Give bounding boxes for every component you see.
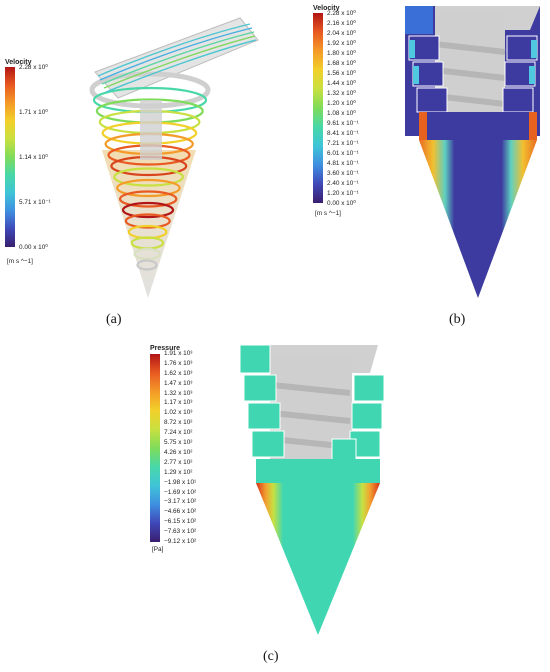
panel-b: Velocity 2.28 x 10⁰ 2.16 x 10⁰ 2.04 x 10⁰ 1… bbox=[275, 0, 550, 335]
colorbar-tick-label: 7.21 x 10⁻¹ bbox=[327, 140, 359, 147]
unit-label-c: [Pa] bbox=[152, 546, 164, 553]
colorbar-tick-label: 0.00 x 10⁰ bbox=[19, 244, 48, 251]
colorbar-c bbox=[150, 354, 160, 542]
cyclone-streamlines bbox=[89, 17, 259, 298]
unit-label-b: [m s ^−1] bbox=[315, 210, 341, 217]
colorbar-tick-label: 1.68 x 10⁰ bbox=[327, 60, 356, 67]
colorbar-tick-label: 1.32 x 10⁰ bbox=[327, 90, 356, 97]
colorbar-tick-label: −1.69 x 10² bbox=[164, 488, 197, 496]
colorbar-tick-label: 4.26 x 10² bbox=[164, 448, 193, 456]
caption-c: (c) bbox=[263, 649, 279, 664]
colorbar-tick-label: 8.41 x 10⁻¹ bbox=[327, 130, 359, 137]
colorbar-tick-label: 2.40 x 10⁻¹ bbox=[327, 180, 359, 187]
streamline-loop bbox=[124, 213, 171, 229]
colorbar-tick-label: −7.63 x 10² bbox=[164, 528, 197, 536]
colorbar-tick-label: 1.62 x 10³ bbox=[164, 369, 193, 377]
colorbar-tick-label: −1.98 x 10¹ bbox=[164, 478, 197, 486]
colorbar-tick-label: 1.29 x 10² bbox=[164, 468, 193, 476]
panel-a: Velocity 2.28 x 10⁰ 1.71 x 10⁰ 1.14 x 10⁰ 5… bbox=[0, 0, 275, 335]
colorbar-tick-label: 7.24 x 10² bbox=[164, 429, 193, 437]
colorbar-tick-label: 1.91 x 10³ bbox=[164, 350, 193, 357]
streamline-loop bbox=[133, 247, 161, 261]
stepped-walls-b bbox=[405, 6, 538, 113]
colorbar-tick-label: 5.71 x 10⁻¹ bbox=[19, 199, 51, 206]
colorbar-tick-label: 2.77 x 10² bbox=[164, 458, 193, 466]
colorbar-tick-label: −6.15 x 10² bbox=[164, 518, 197, 526]
colorbar-tick-label: 0.00 x 10⁰ bbox=[327, 200, 356, 207]
colorbar-tick-label: 1.44 x 10⁰ bbox=[327, 80, 356, 87]
vortex-finder bbox=[140, 100, 162, 160]
legend-title-a: Velocity bbox=[5, 59, 32, 66]
streamline-loop bbox=[113, 167, 185, 187]
caption-b: (b) bbox=[449, 312, 466, 327]
caption-a: (a) bbox=[106, 312, 122, 327]
cone-body bbox=[102, 150, 196, 298]
inlet-streamlines bbox=[97, 23, 257, 93]
colorbar-tick-label: 2.16 x 10⁰ bbox=[327, 20, 356, 27]
colorbar-tick-label: −3.17 x 10² bbox=[164, 498, 197, 506]
colorbar-tick-label: 1.47 x 10³ bbox=[164, 379, 193, 387]
legend-title-c: Pressure bbox=[150, 345, 180, 352]
colorbar-tick-label: 6.01 x 10⁻¹ bbox=[327, 150, 359, 157]
unit-label-a: [m s ^−1] bbox=[7, 258, 33, 265]
colorbar-tick-label: 2.04 x 10⁰ bbox=[327, 30, 356, 37]
colorbar-tick-label: 3.60 x 10⁻¹ bbox=[327, 170, 359, 177]
colorbar-tick-label: 1.76 x 10³ bbox=[164, 359, 193, 367]
colorbar-tick-label: 1.56 x 10⁰ bbox=[327, 70, 356, 77]
colorbar-tick-label: 1.32 x 10³ bbox=[164, 389, 193, 397]
colorbar-tick-label: 2.28 x 10⁰ bbox=[327, 10, 356, 17]
colorbar-tick-label: 1.20 x 10⁰ bbox=[327, 100, 356, 107]
colorbar-tick-label: 1.80 x 10⁰ bbox=[327, 50, 356, 57]
colorbar-tick-label: −9.12 x 10² bbox=[164, 538, 197, 545]
colorbar-a bbox=[5, 67, 15, 247]
colorbar-tick-label: 1.92 x 10⁰ bbox=[327, 40, 356, 47]
colorbar-tick-label: −4.66 x 10² bbox=[164, 508, 197, 516]
colorbar-tick-label: 2.28 x 10⁰ bbox=[19, 64, 48, 71]
colorbar-tick-label: 8.72 x 10² bbox=[164, 419, 193, 427]
colorbar-tick-label: 1.20 x 10⁻¹ bbox=[327, 190, 359, 197]
velocity-contour bbox=[405, 6, 540, 298]
streamline-loop bbox=[121, 201, 175, 219]
streamline-loop bbox=[136, 259, 158, 271]
colorbar-tick-label: 1.71 x 10⁰ bbox=[19, 109, 48, 116]
colorbar-tick-label: 1.17 x 10³ bbox=[164, 399, 193, 407]
pressure-contour bbox=[239, 344, 385, 635]
colorbar-tick-label: 1.14 x 10⁰ bbox=[19, 154, 48, 161]
colorbar-tick-label: 9.61 x 10⁻¹ bbox=[327, 120, 359, 127]
colorbar-b bbox=[313, 13, 323, 203]
colorbar-tick-label: 4.81 x 10⁻¹ bbox=[327, 160, 359, 167]
panel-c: Pressure 1.91 x 10³ 1.76 x 10³ 1.62 x 10³ 1… bbox=[0, 335, 550, 672]
streamline-loop bbox=[116, 178, 181, 198]
streamline-loop bbox=[118, 190, 178, 208]
colorbar-tick-label: 5.75 x 10² bbox=[164, 439, 193, 447]
colorbar-tick-label: 1.02 x 10³ bbox=[164, 409, 193, 417]
legend-title-b: Velocity bbox=[313, 5, 340, 12]
cone-c bbox=[256, 483, 380, 635]
stepped-walls-c bbox=[239, 344, 385, 462]
colorbar-tick-label: 1.08 x 10⁰ bbox=[327, 110, 356, 117]
